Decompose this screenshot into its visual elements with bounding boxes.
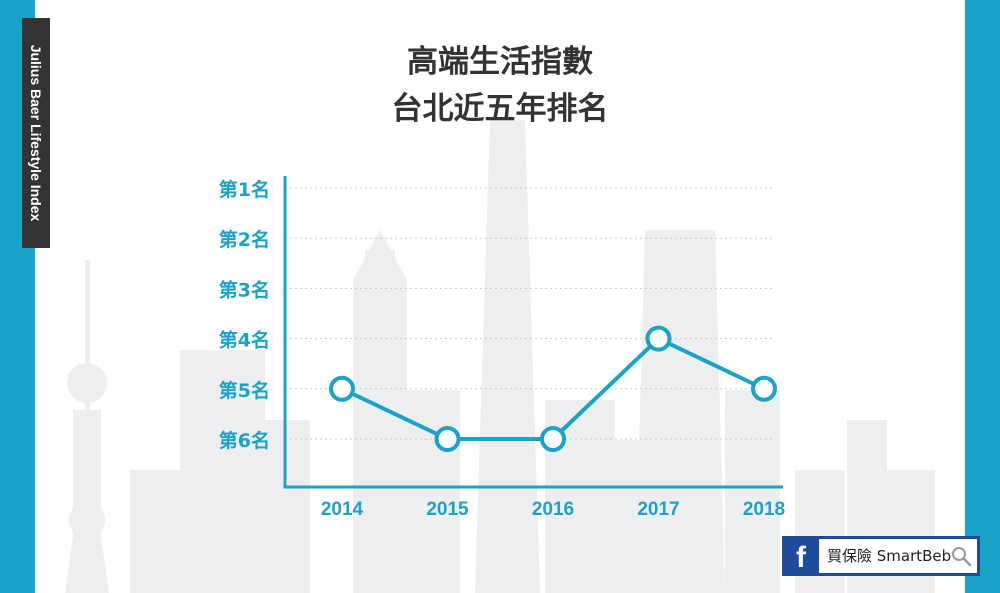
badge-text: 買保險 SmartBeb (827, 547, 952, 565)
side-label-box: Julius Baer Lifestyle Index (22, 18, 50, 248)
x-tick-label: 2017 (637, 499, 679, 520)
y-tick-label: 第2名 (219, 228, 270, 251)
title-line-1: 高端生活指數 (407, 44, 593, 80)
y-tick-label: 第4名 (219, 329, 270, 352)
y-tick-label: 第3名 (219, 278, 270, 301)
x-tick-label: 2014 (321, 499, 364, 520)
x-tick-label: 2016 (532, 499, 574, 520)
data-point (434, 426, 461, 452)
y-tick-label: 第5名 (219, 379, 270, 402)
title-line-2: 台北近五年排名 (391, 91, 609, 127)
axis-layer (283, 176, 783, 489)
data-point (329, 375, 355, 402)
y-tick-label: 第6名 (219, 429, 270, 452)
y-tick-label: 第1名 (219, 178, 270, 201)
city-skyline-background (65, 120, 935, 593)
points-layer (329, 325, 777, 452)
facebook-page-badge[interactable]: f 買保險 SmartBeb (782, 536, 980, 576)
data-point (751, 375, 777, 402)
grid-layer (285, 187, 775, 440)
x-tick-label: 2018 (743, 499, 785, 520)
right-accent-bar (965, 0, 1000, 593)
x-tick-label: 2015 (426, 499, 469, 520)
facebook-icon: f (785, 539, 819, 574)
search-icon (952, 547, 972, 567)
data-point (540, 426, 566, 452)
x-tick-labels: 2014 2015 2016 2017 2018 (321, 499, 785, 520)
data-point (645, 325, 672, 352)
